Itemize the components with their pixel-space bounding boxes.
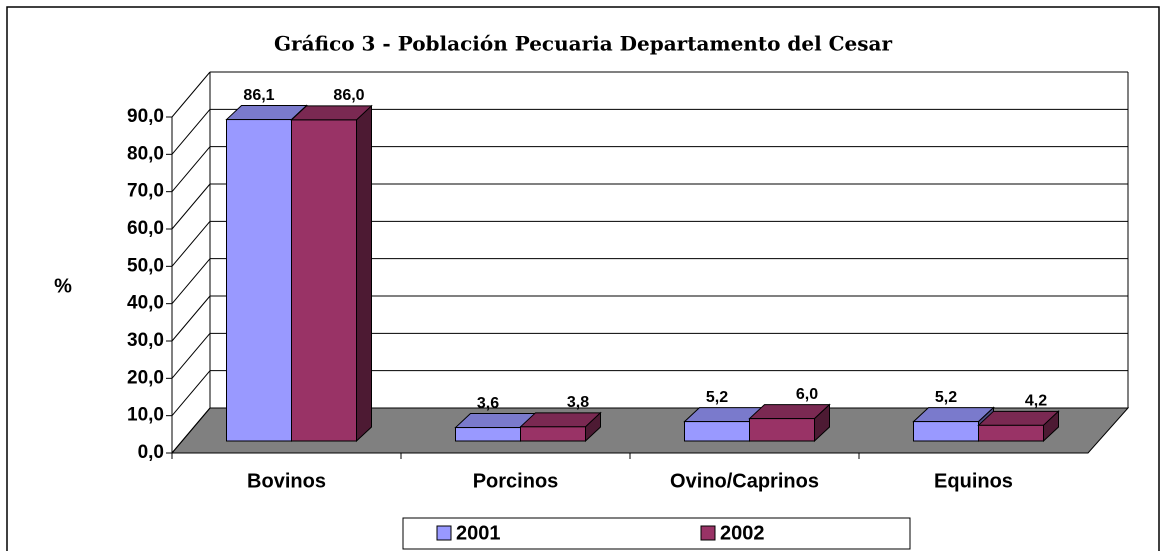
y-tick-label: 10,0 xyxy=(127,405,164,426)
value-label: 6,0 xyxy=(796,386,818,403)
y-tick-label: 30,0 xyxy=(127,330,164,351)
value-label: 86,0 xyxy=(333,87,364,104)
grid-line xyxy=(171,295,211,342)
y-tick-label: 70,0 xyxy=(127,181,164,202)
y-tick-label: 80,0 xyxy=(127,143,164,164)
y-tick-label: 40,0 xyxy=(127,293,164,314)
bar-side xyxy=(356,104,372,443)
bar xyxy=(684,421,750,442)
grid-line xyxy=(171,71,211,118)
x-tick-label: Porcinos xyxy=(473,470,559,492)
grid-line xyxy=(171,146,211,192)
value-label: 4,2 xyxy=(1025,393,1047,410)
bar xyxy=(291,119,357,442)
grid-line xyxy=(171,370,211,416)
grid-line xyxy=(171,333,211,379)
value-label: 86,1 xyxy=(243,87,274,104)
value-label: 5,2 xyxy=(706,389,728,406)
legend-swatch xyxy=(436,525,452,541)
x-tick-label: Bovinos xyxy=(247,470,326,492)
bar xyxy=(455,427,521,442)
value-label: 5,2 xyxy=(935,389,957,406)
bar xyxy=(520,426,586,442)
y-axis-label: % xyxy=(54,275,72,297)
bar xyxy=(749,418,815,442)
grid-line xyxy=(171,183,211,230)
legend-swatch xyxy=(700,525,716,541)
y-tick-label: 0,0 xyxy=(138,442,164,463)
grid-line xyxy=(171,407,211,454)
bar xyxy=(978,424,1044,442)
y-tick-label: 90,0 xyxy=(127,106,164,127)
grid-line xyxy=(171,109,211,155)
chart-title: Gráfico 3 - Población Pecuaria Departame… xyxy=(274,32,893,56)
legend xyxy=(402,517,911,550)
bar xyxy=(226,119,292,442)
value-label: 3,6 xyxy=(477,395,499,412)
y-tick-label: 60,0 xyxy=(127,218,164,239)
grid-line xyxy=(171,221,211,267)
x-tick-label: Equinos xyxy=(934,470,1013,492)
chart-frame xyxy=(6,6,1160,551)
y-tick-label: 50,0 xyxy=(127,255,164,276)
legend-label: 2001 xyxy=(456,522,501,544)
legend-label: 2002 xyxy=(720,522,765,544)
value-label: 3,8 xyxy=(567,394,589,411)
y-tick-label: 20,0 xyxy=(127,367,164,388)
x-tick-label: Ovino/Caprinos xyxy=(670,470,819,492)
grid-line xyxy=(171,258,211,304)
bar xyxy=(913,421,979,442)
